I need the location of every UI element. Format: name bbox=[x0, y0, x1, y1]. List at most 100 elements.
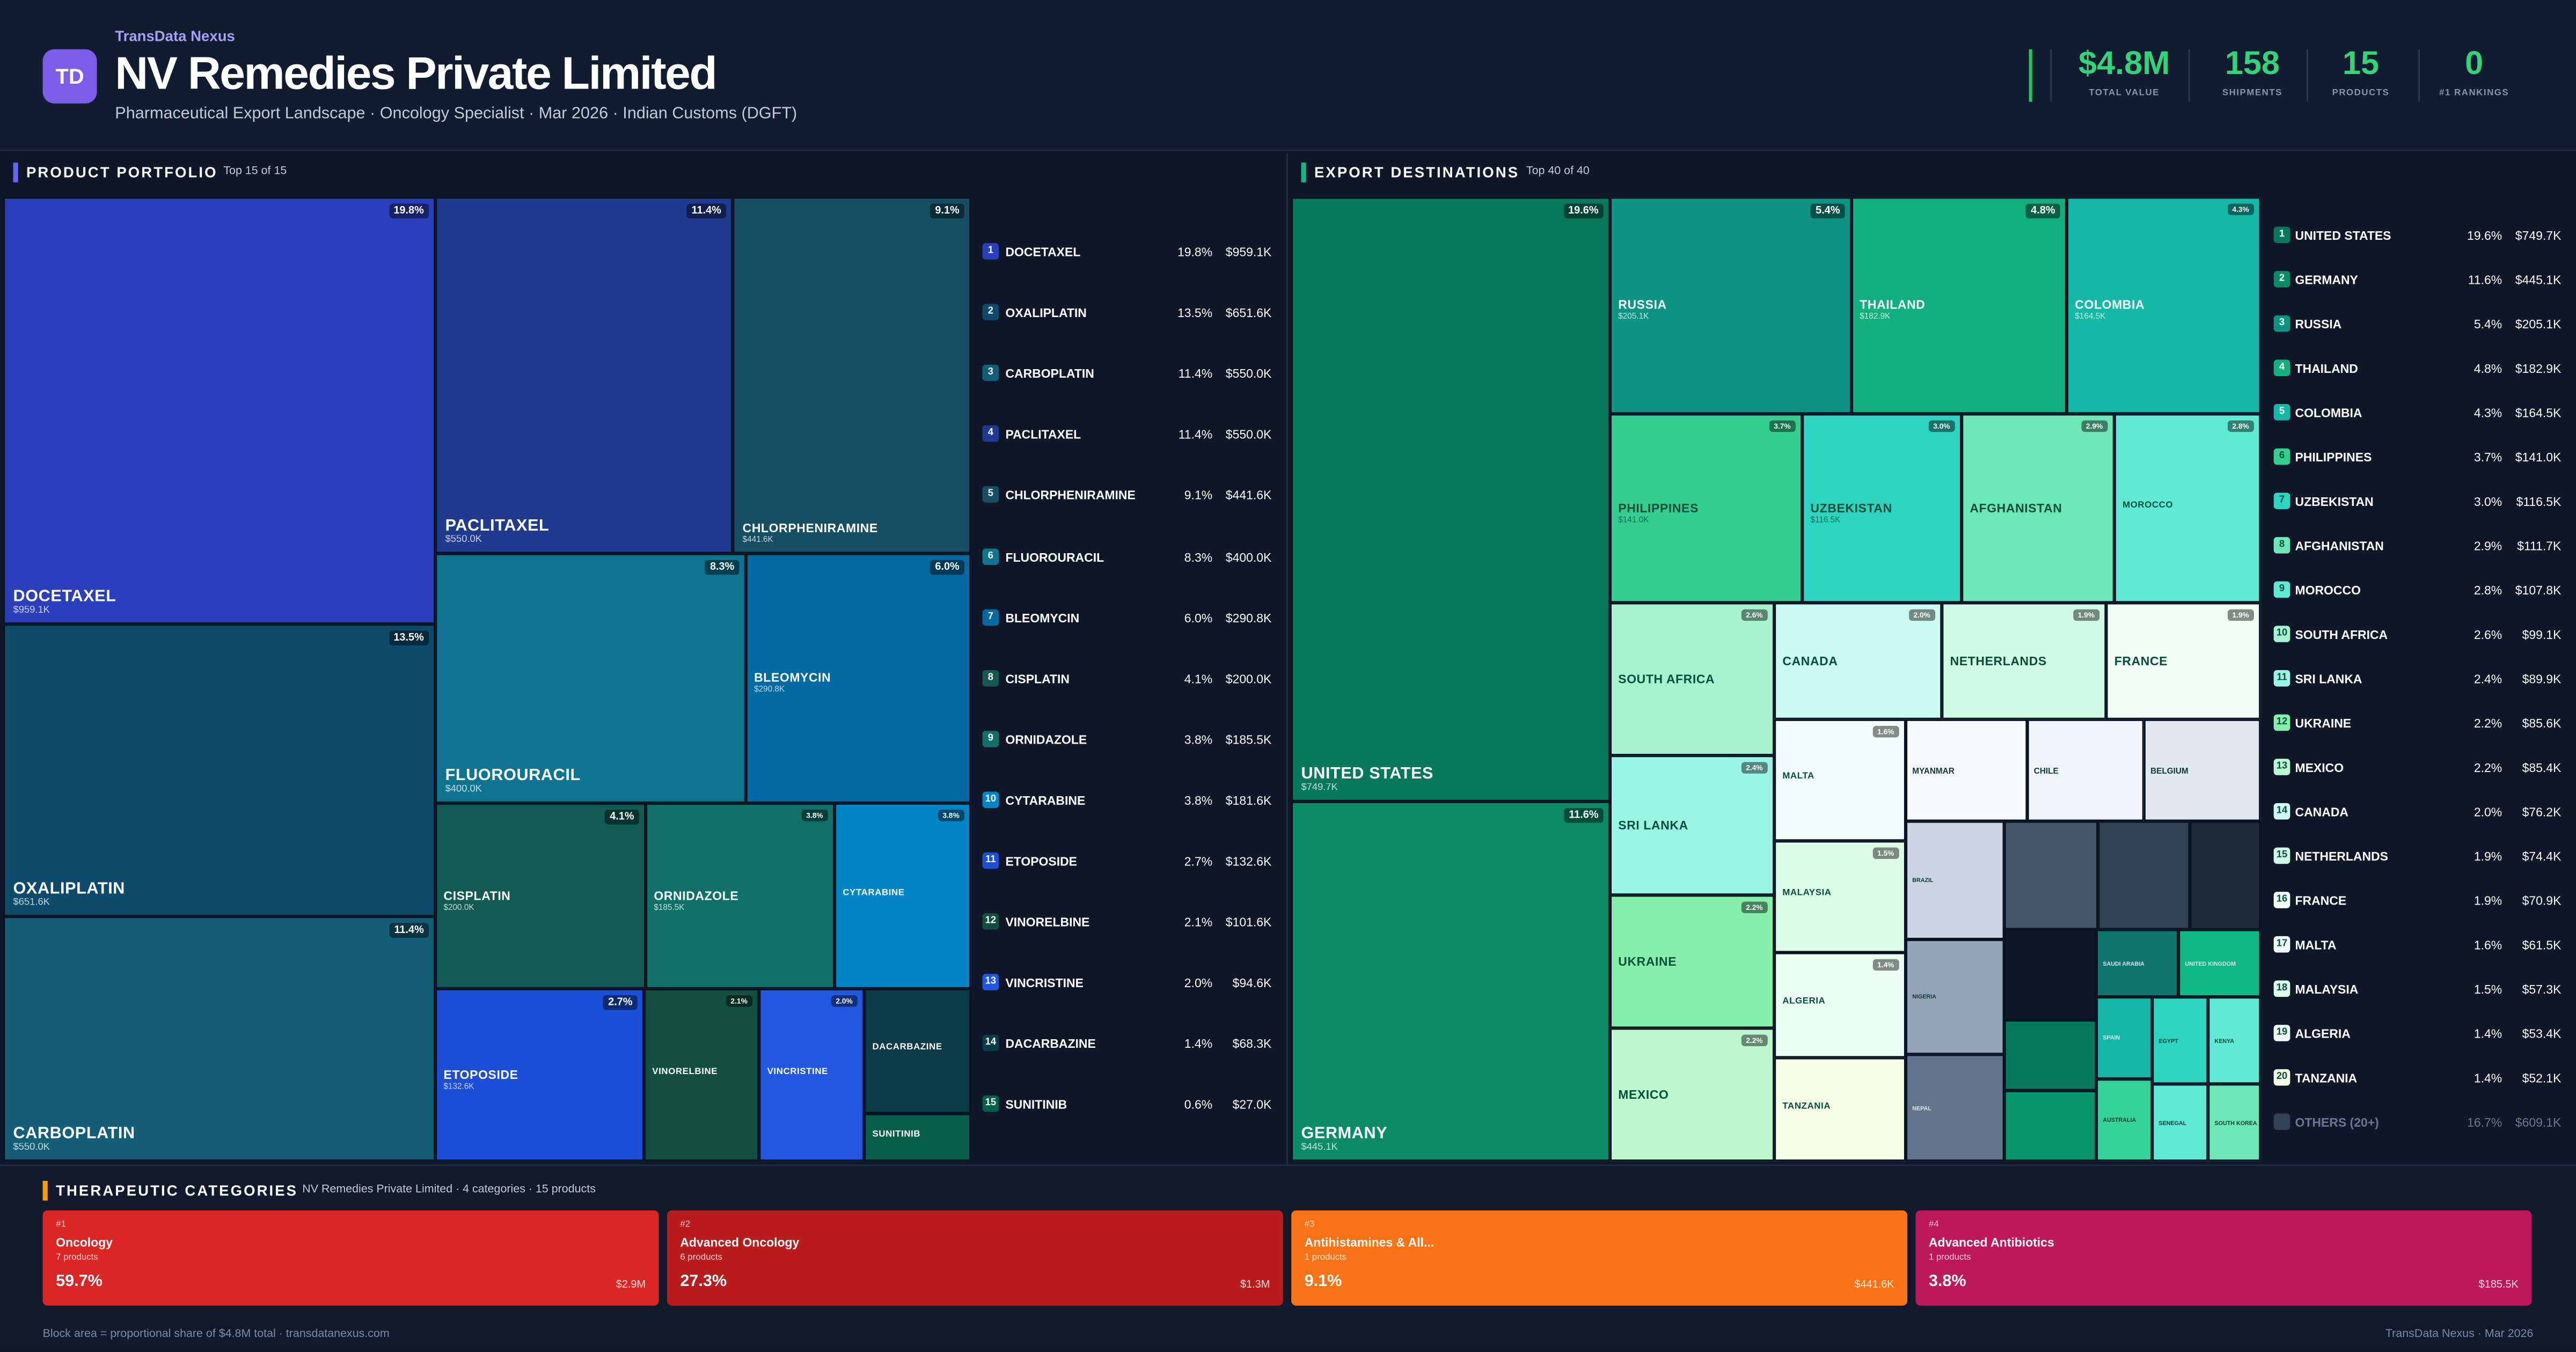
product-name: CHLORPHENIRAMINE bbox=[1005, 488, 1136, 503]
product-block: PACLITAXEL $550.0K 11.4% bbox=[435, 197, 733, 554]
other-destination-block: MYANMAR bbox=[1905, 719, 2028, 821]
block-name: SUNITINIB bbox=[872, 1129, 921, 1139]
block-label: DOCETAXEL $959.1K bbox=[13, 588, 116, 616]
other-destination-block: NIGERIA bbox=[1905, 939, 2004, 1055]
block-value: $164.5K bbox=[2075, 312, 2106, 322]
destination-block: COLOMBIA $164.5K 4.3% bbox=[2066, 197, 2261, 414]
block-value: $200.0K bbox=[443, 902, 474, 913]
block-label: AFGHANISTAN bbox=[1970, 500, 2062, 515]
block-name: ETOPOSIDE bbox=[443, 1067, 518, 1082]
product-value: $651.6K bbox=[1225, 305, 1272, 321]
block-name: VINORELBINE bbox=[652, 1067, 718, 1077]
rank-badge: 7 bbox=[2273, 493, 2290, 509]
block-label: GERMANY $445.1K bbox=[1301, 1125, 1387, 1153]
block-label: MALTA bbox=[1782, 772, 1814, 782]
block-name: UNITED KINGDOM bbox=[2185, 960, 2236, 967]
block-label: ALGERIA bbox=[1782, 997, 1825, 1006]
product-share: 1.4% bbox=[1184, 1037, 1213, 1052]
block-share-badge: 11.4% bbox=[389, 923, 429, 938]
rank-badge: 5 bbox=[2273, 404, 2290, 421]
destinations-accent bbox=[1301, 163, 1306, 182]
product-value: $290.8K bbox=[1225, 610, 1272, 626]
destination-share: 2.9% bbox=[2473, 539, 2502, 554]
block-label: MEXICO bbox=[1618, 1086, 1668, 1101]
destination-name: THAILAND bbox=[2295, 361, 2358, 377]
other-destination-block: BRAZIL bbox=[1905, 821, 2004, 940]
block-name: BLEOMYCIN bbox=[754, 670, 831, 685]
product-share: 13.5% bbox=[1177, 305, 1213, 321]
block-share-badge: 11.6% bbox=[1564, 808, 1604, 823]
portfolio-accent bbox=[13, 163, 18, 182]
block-label: SUNITINIB bbox=[872, 1129, 920, 1139]
block-label: CANADA bbox=[1782, 653, 1838, 668]
block-name: MALAYSIA bbox=[1782, 888, 1832, 899]
rank-badge: 4 bbox=[982, 425, 999, 443]
destination-block: MALAYSIA 1.5% bbox=[1774, 841, 1906, 953]
unlabeled-block bbox=[2004, 929, 2097, 1020]
rank-badge: 8 bbox=[2273, 537, 2290, 554]
destination-share: 3.7% bbox=[2473, 450, 2502, 465]
destination-block: UNITED STATES $749.7K 19.6% bbox=[1291, 197, 1610, 802]
destination-value: $74.4K bbox=[2522, 849, 2562, 864]
block-share-badge: 1.6% bbox=[1872, 726, 1899, 738]
rank-badge: 11 bbox=[2273, 670, 2290, 687]
block-share-badge: 2.4% bbox=[1741, 762, 1768, 774]
block-share-badge: 4.3% bbox=[2227, 203, 2254, 216]
product-value: $101.6K bbox=[1225, 915, 1272, 930]
product-name: VINORELBINE bbox=[1005, 915, 1090, 930]
destination-block: SRI LANKA 2.4% bbox=[1609, 755, 1775, 895]
categories-accent bbox=[42, 1181, 48, 1201]
rank-badge: 17 bbox=[2273, 936, 2290, 953]
product-value: $185.5K bbox=[1225, 732, 1272, 747]
block-name: EGYPT bbox=[2158, 1037, 2178, 1044]
destination-value: $61.5K bbox=[2522, 937, 2562, 953]
product-value: $441.6K bbox=[1225, 488, 1272, 503]
destination-name: UKRAINE bbox=[2295, 716, 2352, 731]
destination-name: FRANCE bbox=[2295, 893, 2347, 908]
block-label: UNITED STATES $749.7K bbox=[1301, 766, 1433, 793]
product-name: VINCRISTINE bbox=[1005, 975, 1084, 991]
block-name: FLUOROURACIL bbox=[445, 767, 581, 785]
rank-badge: 15 bbox=[982, 1096, 999, 1113]
product-value: $68.3K bbox=[1232, 1037, 1272, 1052]
block-name: NETHERLANDS bbox=[1950, 652, 2047, 668]
block-share-badge: 2.6% bbox=[1741, 609, 1768, 621]
product-value: $959.1K bbox=[1225, 245, 1272, 260]
product-share: 8.3% bbox=[1184, 549, 1213, 564]
portfolio-title: PRODUCT PORTFOLIO bbox=[26, 164, 218, 181]
others-share: 16.7% bbox=[2467, 1115, 2502, 1130]
block-name: CISPLATIN bbox=[443, 887, 511, 903]
product-name: SUNITINIB bbox=[1005, 1098, 1067, 1113]
block-name: MEXICO bbox=[1618, 1086, 1669, 1101]
block-name: SRI LANKA bbox=[1618, 817, 1688, 832]
category-card: #3 Antihistamines & All... 1 products 9.1% $… bbox=[1291, 1210, 1908, 1306]
rank-badge: 1 bbox=[2273, 226, 2290, 244]
rank-badge: 8 bbox=[982, 670, 999, 686]
block-label: SOUTH AFRICA bbox=[1618, 671, 1715, 686]
destination-name: SRI LANKA bbox=[2295, 672, 2362, 687]
destination-block: PHILIPPINES $141.0K 3.7% bbox=[1609, 414, 1803, 603]
block-share-badge: 6.0% bbox=[930, 560, 964, 575]
block-share-badge: 2.7% bbox=[603, 995, 638, 1010]
destination-name: MALTA bbox=[2295, 937, 2337, 953]
block-name: OXALIPLATIN bbox=[13, 880, 126, 899]
rank-badge: 9 bbox=[2273, 581, 2290, 598]
other-destination-block: NEPAL bbox=[1905, 1054, 2004, 1162]
unlabeled-block bbox=[2004, 1090, 2097, 1162]
destination-share: 2.0% bbox=[2473, 804, 2502, 820]
block-label: CYTARABINE bbox=[843, 888, 904, 898]
block-name: NIGERIA bbox=[1912, 994, 1936, 1001]
destination-name: MOROCCO bbox=[2295, 583, 2361, 598]
block-name: DACARBAZINE bbox=[872, 1042, 942, 1053]
destination-block: NETHERLANDS 1.9% bbox=[1942, 602, 2106, 719]
destination-share: 2.2% bbox=[2473, 716, 2502, 731]
block-share-badge: 3.8% bbox=[801, 810, 828, 821]
product-name: CYTARABINE bbox=[1005, 793, 1086, 808]
block-name: COLOMBIA bbox=[2075, 297, 2145, 312]
destination-value: $70.9K bbox=[2522, 893, 2562, 908]
destination-share: 3.0% bbox=[2473, 494, 2502, 509]
block-name: ORNIDAZOLE bbox=[654, 887, 739, 903]
block-value: $290.8K bbox=[754, 685, 785, 695]
product-name: CISPLATIN bbox=[1005, 671, 1070, 686]
block-label: BLEOMYCIN $290.8K bbox=[754, 670, 831, 695]
